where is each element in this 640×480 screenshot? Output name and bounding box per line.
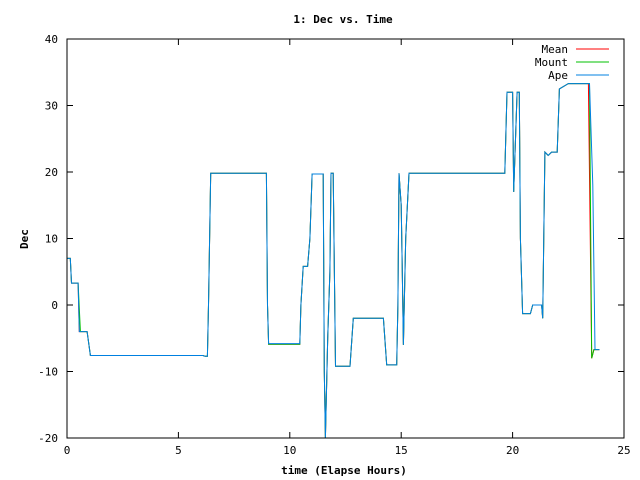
x-tick-label: 0 <box>64 444 71 457</box>
y-tick-label: 20 <box>45 166 58 179</box>
x-axis-label: time (Elapse Hours) <box>281 464 407 477</box>
series-line-ape <box>67 83 600 439</box>
x-tick-label: 15 <box>395 444 408 457</box>
x-tick-label: 20 <box>506 444 519 457</box>
x-tick-label: 5 <box>175 444 182 457</box>
legend-label-ape: Ape <box>548 69 568 82</box>
y-tick-label: 30 <box>45 100 58 113</box>
y-tick-label: 10 <box>45 233 58 246</box>
y-axis-label: Dec <box>18 229 31 249</box>
legend-label-mount: Mount <box>535 56 568 69</box>
y-tick-label: -20 <box>38 432 58 445</box>
series-lines <box>67 83 600 439</box>
x-tick-label: 25 <box>617 444 630 457</box>
y-tick-label: 40 <box>45 33 58 46</box>
y-tick-label: 0 <box>51 299 58 312</box>
legend-label-mean: Mean <box>542 43 569 56</box>
plot-frame <box>66 38 625 439</box>
x-tick-label: 10 <box>283 444 296 457</box>
chart-title: 1: Dec vs. Time <box>293 13 393 26</box>
y-tick-label: -10 <box>38 366 58 379</box>
axis-ticks: 0 5 10 15 20 25 -20 -10 0 10 20 30 40 <box>38 33 631 457</box>
